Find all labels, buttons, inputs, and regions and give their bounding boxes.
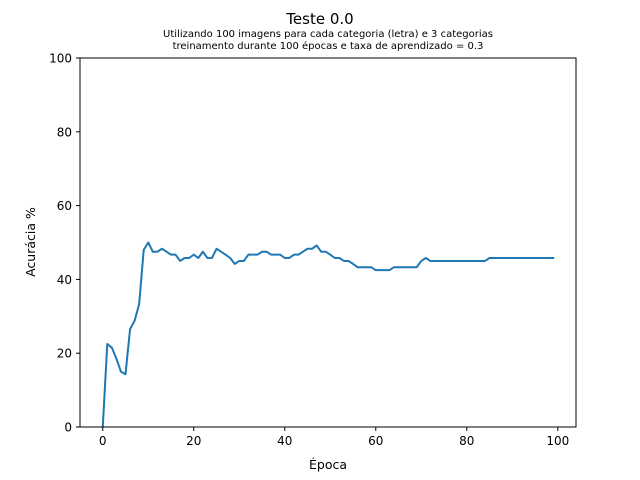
chart-subtitle-line-1: Utilizando 100 imagens para cada categor… (163, 29, 493, 40)
x-axis-ticks: 0 20 40 60 80 100 (99, 427, 569, 448)
series-line-0 (101, 241, 555, 429)
x-tick-label: 80 (459, 434, 474, 448)
plot-frame (79, 57, 577, 428)
y-tick-label: 60 (57, 199, 72, 213)
y-tick-label: 20 (57, 347, 72, 361)
x-tick-label: 0 (99, 434, 107, 448)
x-tick-label: 100 (546, 434, 569, 448)
x-axis-label: Época (309, 457, 347, 472)
y-axis-label: Acurácia % (23, 207, 38, 277)
x-tick-label: 60 (368, 434, 383, 448)
chart-subtitle-line-2: treinamento durante 100 épocas e taxa de… (173, 40, 484, 52)
y-tick-label: 100 (49, 52, 72, 66)
y-tick-label: 0 (64, 421, 72, 435)
x-tick-label: 40 (277, 434, 292, 448)
chart-title: Teste 0.0 (285, 10, 353, 28)
x-tick-label: 20 (186, 434, 201, 448)
y-tick-label: 80 (57, 125, 72, 139)
y-axis-ticks: 0 20 40 60 80 100 (49, 52, 80, 435)
series-layer (101, 241, 555, 429)
y-tick-label: 40 (57, 273, 72, 287)
